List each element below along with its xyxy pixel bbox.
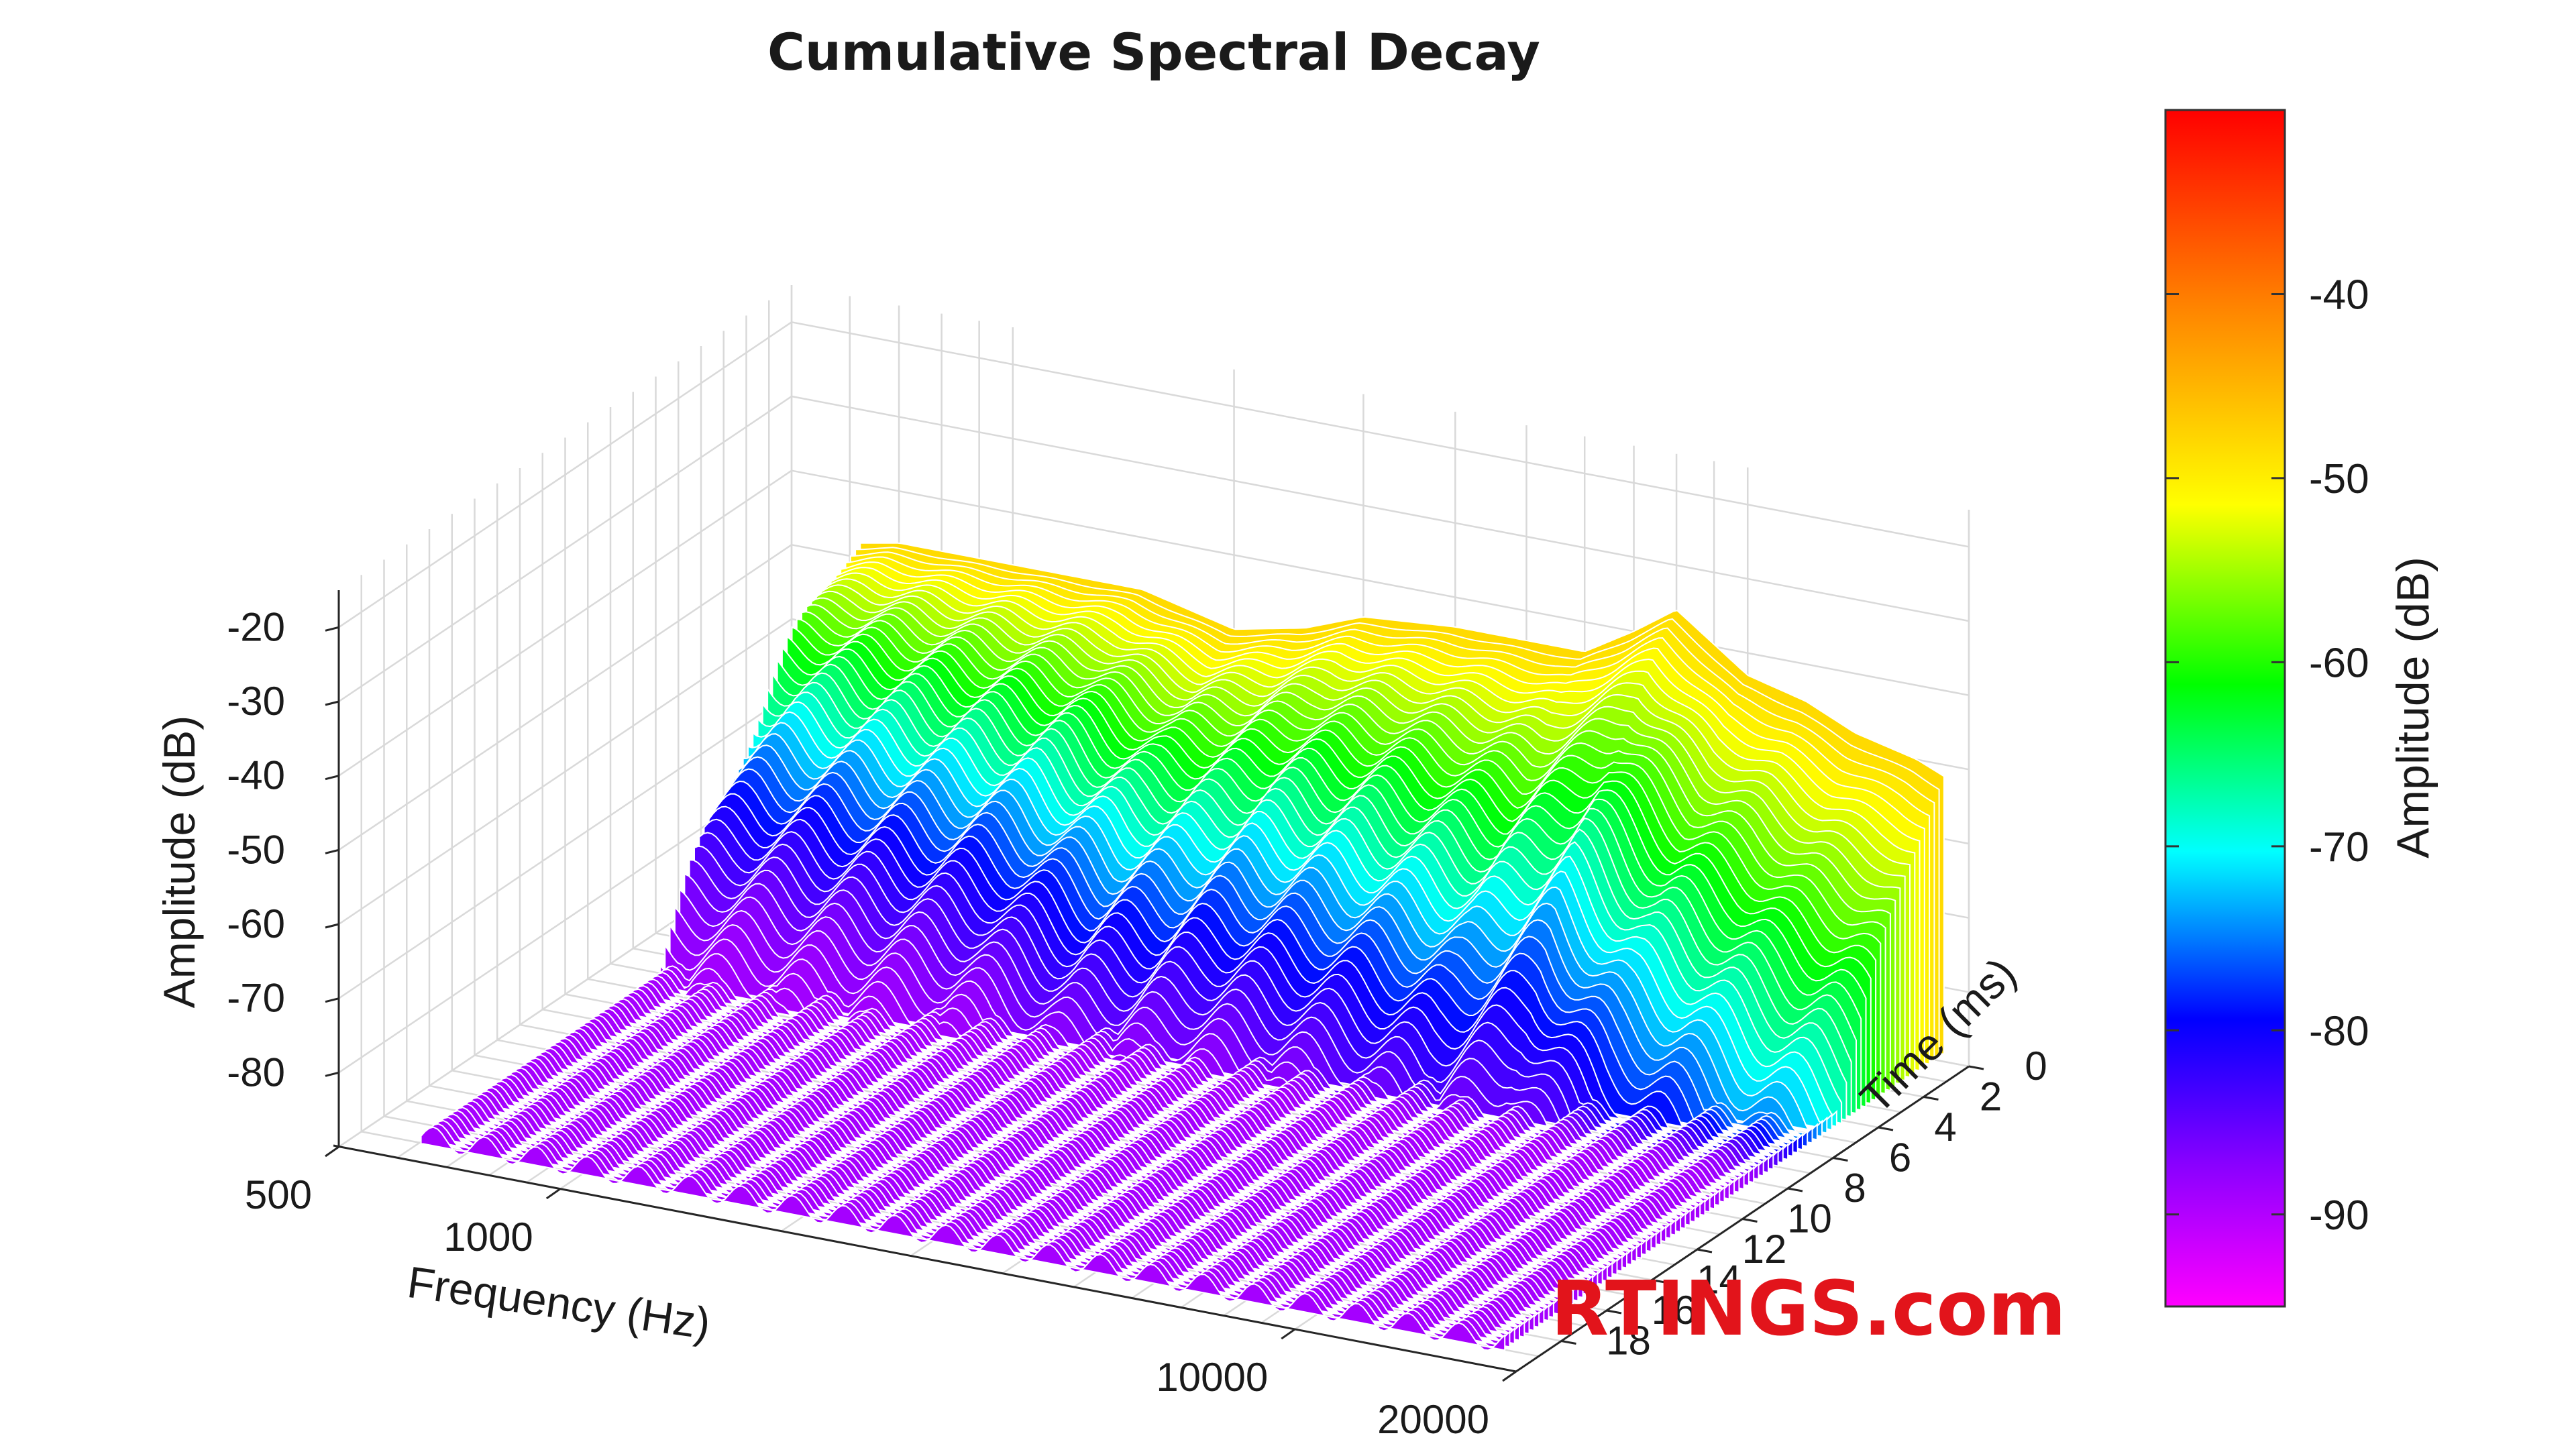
- grid-line: [791, 395, 1970, 622]
- x-axis-label: Frequency (Hz): [405, 1257, 714, 1349]
- grid-line: [791, 469, 1970, 696]
- y-tick-label: 12: [1742, 1227, 1787, 1272]
- z-tick: [325, 1071, 339, 1077]
- z-tick: [325, 700, 339, 706]
- y-tick: [1697, 1248, 1713, 1253]
- surface-slice: [435, 1116, 1520, 1341]
- y-tick: [1652, 1279, 1667, 1284]
- colorbar: -40 -50 -60 -70 -80 -90: [2164, 109, 2369, 1308]
- x-tick: [545, 1188, 561, 1200]
- y-tick: [1833, 1157, 1848, 1162]
- x-tick-label: 10000: [1156, 1355, 1268, 1400]
- x-tick: [1502, 1370, 1517, 1382]
- z-tick-label: -20: [227, 604, 285, 649]
- y-tick: [1561, 1340, 1576, 1345]
- colorbar-tick-label: -70: [2309, 824, 2369, 871]
- z-tick: [325, 626, 339, 632]
- y-tick-label: 14: [1697, 1258, 1741, 1302]
- y-tick-label: 4: [1934, 1105, 1956, 1150]
- surface-slice: [420, 1126, 1506, 1351]
- z-tick-label: -50: [227, 827, 285, 872]
- colorbar-tick-label: -90: [2309, 1192, 2369, 1239]
- x-axis-line: [333, 1144, 1517, 1373]
- z-tick: [325, 923, 339, 929]
- y-tick: [1787, 1187, 1803, 1192]
- x-tick-label: 500: [245, 1172, 312, 1217]
- z-axis-label: Amplitude (dB): [154, 716, 204, 1009]
- x-tick-label: 20000: [1377, 1397, 1489, 1442]
- colorbar-tick-label: -60: [2309, 640, 2369, 686]
- y-tick: [1878, 1126, 1894, 1131]
- y-tick-label: 16: [1652, 1288, 1697, 1333]
- colorbar-tick-label: -50: [2309, 456, 2369, 502]
- z-tick: [325, 997, 339, 1003]
- decay-surface: [420, 542, 1945, 1351]
- y-tick-label: 0: [2025, 1044, 2047, 1088]
- z-tick-label: -60: [227, 901, 285, 946]
- y-tick: [1606, 1309, 1622, 1315]
- z-tick-label: -40: [227, 753, 285, 798]
- y-tick: [1742, 1218, 1758, 1223]
- chart-title: Cumulative Spectral Decay: [767, 22, 1540, 82]
- z-tick: [325, 775, 339, 781]
- y-tick-label: 2: [1980, 1074, 2002, 1119]
- y-tick-label: 6: [1889, 1135, 1911, 1180]
- y-tick-label: 10: [1787, 1196, 1832, 1241]
- z-tick-label: -30: [227, 679, 285, 724]
- surface-slice: [430, 1119, 1515, 1345]
- colorbar-label: Amplitude (dB): [2387, 557, 2438, 858]
- colorbar-tick-label: -40: [2309, 272, 2369, 318]
- y-tick-label: 8: [1843, 1166, 1866, 1211]
- z-tick-label: -80: [227, 1050, 285, 1095]
- y-tick: [1968, 1065, 1984, 1070]
- rtings-logo: RTINGS.com: [1551, 1266, 2066, 1353]
- z-tick-label: -70: [227, 976, 285, 1021]
- x-tick-label: 1000: [443, 1215, 533, 1260]
- x-tick: [1281, 1328, 1296, 1340]
- surface-slice: [425, 1123, 1511, 1348]
- y-tick-label: 18: [1606, 1319, 1651, 1363]
- colorbar-tick-label: -80: [2309, 1008, 2369, 1054]
- grid-line: [791, 321, 1970, 548]
- y-tick: [1923, 1096, 1939, 1101]
- z-tick: [325, 848, 339, 854]
- colorbar-gradient: [2164, 109, 2286, 1308]
- x-tick: [325, 1146, 339, 1158]
